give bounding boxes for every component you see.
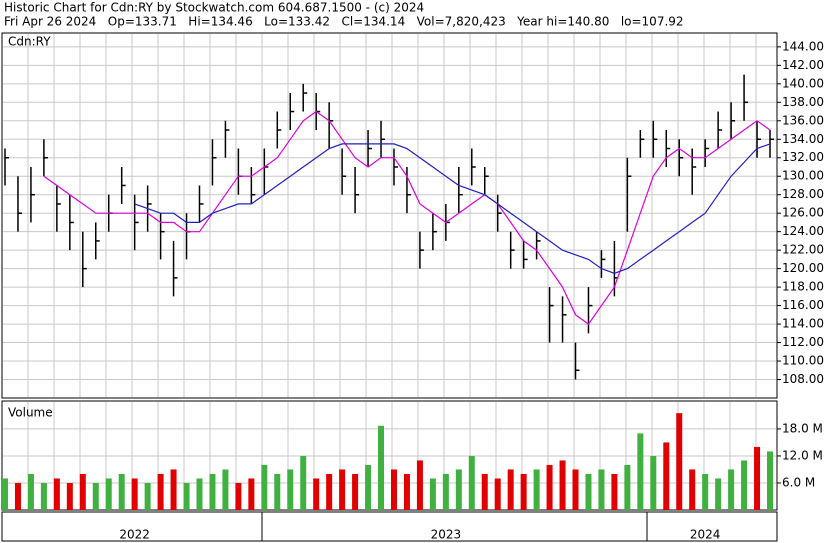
volume-bar [339, 469, 346, 510]
volume-bar [27, 473, 34, 510]
y-tick-label: 6.0 M [782, 475, 815, 489]
y-tick-label: 130.00 [782, 169, 824, 183]
volume-bar [416, 460, 423, 510]
y-tick-label: 134.00 [782, 132, 824, 146]
y-tick-label: 126.00 [782, 206, 824, 220]
volume-bar [637, 433, 644, 510]
volume-bar [92, 482, 99, 510]
volume-bar [663, 442, 670, 510]
volume-bar [326, 473, 333, 510]
x-tick-label: 2023 [431, 528, 462, 542]
y-tick-label: 110.00 [782, 354, 824, 368]
y-tick-label: 108.00 [782, 372, 824, 386]
volume-bar [715, 478, 722, 510]
y-tick-label: 142.00 [782, 58, 824, 72]
volume-bar [79, 473, 86, 510]
volume-bar [533, 469, 540, 510]
volume-bar [14, 482, 21, 510]
volume-bar [287, 469, 294, 510]
volume-bar [40, 482, 47, 510]
volume-bar [676, 413, 683, 510]
y-tick-label: 112.00 [782, 335, 824, 349]
volume-bar [352, 473, 359, 510]
volume-bar [429, 478, 436, 510]
volume-bar [261, 464, 268, 510]
volume-bar [728, 469, 735, 510]
y-tick-label: 138.00 [782, 95, 824, 109]
marks: 108.00 110.00 112.00 114.00 116.00 118.00 120.… [2, 39, 824, 542]
volume-bar [274, 473, 281, 510]
y-tick-label: 132.00 [782, 150, 824, 164]
volume-bar [222, 469, 229, 510]
volume-bar [313, 478, 320, 510]
panel-label: Volume [8, 406, 53, 420]
volume-bar [468, 455, 475, 510]
volume-bar [767, 451, 773, 510]
volume-bar [118, 473, 125, 510]
volume-bar [559, 460, 566, 510]
y-tick-label: 114.00 [782, 317, 824, 331]
y-tick-label: 140.00 [782, 76, 824, 90]
volume-bar [378, 425, 385, 510]
moving-average [134, 143, 771, 274]
y-tick-label: 118.00 [782, 280, 824, 294]
volume-bar [144, 482, 151, 510]
y-tick-label: 128.00 [782, 187, 824, 201]
volume-bar [131, 478, 138, 510]
volume-bar [2, 478, 8, 510]
vertical-grid [27, 34, 757, 509]
chart-subtitle: Fri Apr 26 2024 Op=133.71 Hi=134.46 Lo=1… [4, 15, 684, 29]
volume-bar [390, 469, 397, 510]
volume-bar [442, 473, 449, 510]
volume-bar [689, 469, 696, 510]
moving-average [43, 110, 771, 325]
y-tick-label: 116.00 [782, 298, 824, 312]
volume-bar [507, 469, 514, 510]
volume-bar [300, 455, 307, 510]
volume-bar [235, 482, 242, 510]
volume-bar [611, 473, 618, 510]
volume-bar [741, 460, 748, 510]
volume-bar [196, 478, 203, 510]
volume-bar [170, 469, 177, 510]
y-tick-label: 122.00 [782, 243, 824, 257]
y-tick-label: 12.0 M [782, 448, 823, 462]
volume-bar [53, 478, 60, 510]
volume-bar [455, 469, 462, 510]
volume-bar [183, 482, 190, 510]
volume-bar [585, 473, 592, 510]
volume-bar [520, 473, 527, 510]
volume-bar [403, 473, 410, 510]
volume-bar [209, 473, 216, 510]
volume-bar [157, 473, 164, 510]
x-tick-label: 2024 [690, 528, 721, 542]
y-tick-label: 144.00 [782, 39, 824, 53]
price-panel [1, 32, 778, 399]
date-axis [1, 511, 778, 542]
volume-bar [494, 478, 501, 510]
volume-bar [546, 464, 553, 510]
volume-bar [650, 455, 657, 510]
x-tick-label: 2022 [119, 528, 150, 542]
volume-bar [598, 469, 605, 510]
volume-bar [572, 469, 579, 510]
volume-bar [66, 482, 73, 510]
y-tick-label: 136.00 [782, 113, 824, 127]
volume-bar [702, 473, 709, 510]
volume-bar [365, 464, 372, 510]
volume-bar [624, 464, 631, 510]
panel-label: Cdn:RY [8, 35, 51, 49]
volume-bar [105, 478, 112, 510]
y-tick-label: 120.00 [782, 261, 824, 275]
y-tick-label: 124.00 [782, 224, 824, 238]
chart-title: Historic Chart for Cdn:RY by Stockwatch.… [4, 1, 424, 15]
volume-bar [481, 473, 488, 510]
volume-bar [754, 446, 761, 510]
volume-bar [248, 478, 255, 510]
y-tick-label: 18.0 M [782, 421, 823, 435]
